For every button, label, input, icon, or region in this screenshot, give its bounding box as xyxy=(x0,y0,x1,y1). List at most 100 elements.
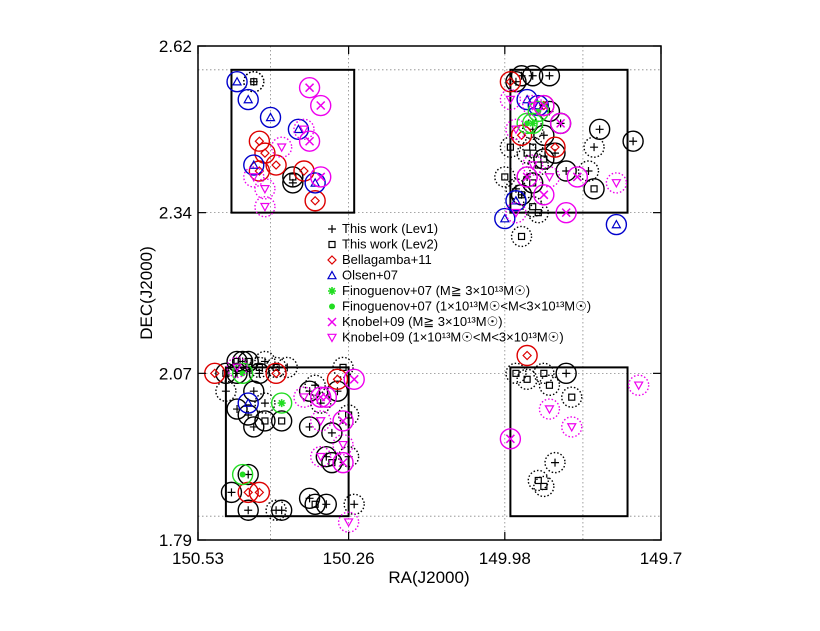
data-points xyxy=(204,65,650,533)
data-point xyxy=(605,213,628,236)
point-marker xyxy=(522,350,532,361)
point-circle xyxy=(254,178,276,200)
point-marker xyxy=(517,232,526,241)
data-point xyxy=(315,493,338,515)
point-circle xyxy=(231,362,254,385)
data-point xyxy=(533,148,555,170)
point-marker xyxy=(505,95,516,105)
data-point xyxy=(499,88,522,111)
point-circle xyxy=(533,148,555,170)
point-circle xyxy=(310,386,332,408)
data-point xyxy=(337,511,360,533)
point-circle xyxy=(248,356,271,379)
data-point xyxy=(544,142,566,164)
data-point xyxy=(237,392,259,414)
data-point xyxy=(577,160,600,182)
legend-entry: Finoguenov+07 (1×10¹³M☉<M<3×10¹³M☉) xyxy=(329,299,591,314)
point-circle xyxy=(315,386,338,408)
y-tick-label: 2.34 xyxy=(159,204,192,223)
data-point xyxy=(494,207,516,230)
point-marker xyxy=(305,136,315,146)
point-marker xyxy=(298,393,310,403)
data-point xyxy=(622,130,644,152)
point-circle xyxy=(254,195,276,218)
data-point xyxy=(265,362,287,385)
point-circle xyxy=(287,118,310,141)
data-point xyxy=(270,136,293,158)
point-marker xyxy=(272,363,280,371)
field-boxes xyxy=(224,68,629,518)
data-point xyxy=(555,362,577,385)
point-marker xyxy=(511,77,520,86)
data-point xyxy=(326,368,349,391)
axis-ticks xyxy=(197,45,662,541)
point-circle xyxy=(226,356,248,379)
data-point xyxy=(231,463,254,486)
data-point xyxy=(544,136,566,158)
point-circle xyxy=(310,392,332,414)
point-marker xyxy=(516,130,527,141)
point-circle xyxy=(544,451,566,474)
point-marker xyxy=(327,428,336,437)
point-circle xyxy=(605,213,628,236)
point-marker xyxy=(271,368,281,379)
data-point xyxy=(315,386,338,408)
data-point xyxy=(583,178,605,200)
point-marker xyxy=(510,208,521,218)
point-circle xyxy=(326,380,349,402)
point-circle xyxy=(499,428,522,450)
point-circle xyxy=(516,142,538,164)
point-circle xyxy=(538,374,561,396)
point-circle xyxy=(270,410,293,432)
legend-entry: Knobel+09 (1×10¹³M☉<M<3×10¹³M☉) xyxy=(326,330,564,345)
data-point xyxy=(270,499,293,521)
x-tick-label: 150.53 xyxy=(172,549,224,568)
point-marker xyxy=(539,190,549,200)
point-circle xyxy=(521,195,544,218)
tick-labels: 150.53 150.26 149.98 149.7 1.79 2.07 2.34 2.62 xyxy=(159,37,682,568)
legend-label: This work (Lev1) xyxy=(342,221,438,236)
point-marker xyxy=(328,459,336,467)
data-point xyxy=(332,451,354,474)
point-circle xyxy=(533,362,555,385)
point-marker xyxy=(529,203,537,211)
point-marker xyxy=(332,374,343,385)
y-axis-label: DEC(J2000) xyxy=(137,246,156,340)
data-point xyxy=(265,154,287,176)
point-marker xyxy=(540,482,548,491)
data-point xyxy=(510,225,533,248)
data-point xyxy=(254,178,276,200)
point-circle xyxy=(337,511,360,533)
point-circle xyxy=(583,136,605,158)
data-point xyxy=(332,410,354,432)
data-point xyxy=(521,136,544,158)
point-marker xyxy=(271,160,281,170)
data-point xyxy=(293,118,315,141)
point-circle xyxy=(270,136,293,158)
data-point xyxy=(533,184,555,206)
data-point xyxy=(538,374,561,396)
point-circle xyxy=(270,392,293,414)
data-point xyxy=(533,475,555,498)
x-tick-label: 149.98 xyxy=(479,549,531,568)
point-circle xyxy=(310,445,332,468)
legend-marker xyxy=(327,255,337,265)
point-marker xyxy=(259,202,270,212)
point-circle xyxy=(282,172,304,194)
point-marker xyxy=(315,452,326,462)
point-marker xyxy=(544,405,555,415)
data-point xyxy=(298,130,321,152)
point-circle xyxy=(293,118,315,141)
data-point xyxy=(237,88,259,111)
point-circle xyxy=(627,374,650,396)
point-circle xyxy=(577,160,600,182)
point-circle xyxy=(494,166,516,188)
point-marker xyxy=(568,393,576,401)
point-marker xyxy=(629,137,638,146)
point-marker xyxy=(254,487,265,498)
point-marker xyxy=(529,143,537,151)
legend-marker xyxy=(327,317,337,327)
point-marker xyxy=(611,219,622,229)
point-circle xyxy=(315,493,338,515)
data-point xyxy=(254,410,276,432)
